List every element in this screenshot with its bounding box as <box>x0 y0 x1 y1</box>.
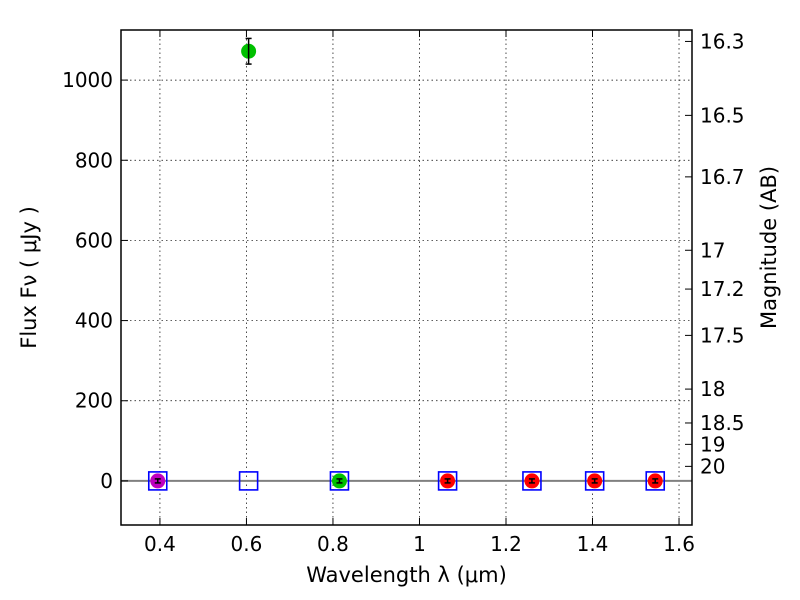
right-tick-label: 16.3 <box>700 29 745 53</box>
x-axis-title: Wavelength λ (μm) <box>306 563 507 587</box>
data-marks <box>147 37 666 491</box>
right-tick-label: 16.5 <box>700 103 745 127</box>
x-tick-label: 0.6 <box>231 532 263 556</box>
right-tick-label: 17 <box>700 238 725 262</box>
y-tick-label: 0 <box>100 469 113 493</box>
ticks: 0.4 0.6 0.8 1 1.2 1.4 1.6 0 200 400 600 800 1000 16.3… <box>62 29 744 556</box>
square-marker <box>238 471 259 491</box>
right-tick-label: 18 <box>700 377 725 401</box>
right-tick-label: 19 <box>700 432 725 456</box>
square-marker <box>437 471 458 491</box>
x-tick-label: 0.4 <box>144 532 176 556</box>
x-tick-label: 1.4 <box>577 532 609 556</box>
x-tick-label: 1.6 <box>663 532 695 556</box>
square-marker <box>329 471 350 491</box>
right-axis-title: Magnitude (AB) <box>757 166 781 329</box>
plot-frame <box>120 29 693 526</box>
grid <box>121 30 692 525</box>
square-marker <box>645 471 666 491</box>
x-tick-label: 0.8 <box>317 532 349 556</box>
y-tick-label: 400 <box>75 309 113 333</box>
square-marker <box>522 471 542 491</box>
square-marker <box>584 471 605 491</box>
x-tick-label: 1 <box>413 532 426 556</box>
right-tick-label: 20 <box>700 454 725 478</box>
x-tick-label: 1.2 <box>490 532 522 556</box>
square-marker <box>147 471 168 491</box>
y-tick-label: 600 <box>75 228 113 252</box>
y-axis-title: Flux Fν ( μJy ) <box>17 206 41 349</box>
right-tick-label: 16.7 <box>700 165 745 189</box>
right-tick-label: 17.5 <box>700 323 745 347</box>
y-tick-label: 200 <box>75 389 113 413</box>
right-tick-label: 17.2 <box>700 277 745 301</box>
right-tick-label: 18.5 <box>700 411 745 435</box>
y-tick-label: 1000 <box>62 68 113 92</box>
y-tick-label: 800 <box>75 148 113 172</box>
